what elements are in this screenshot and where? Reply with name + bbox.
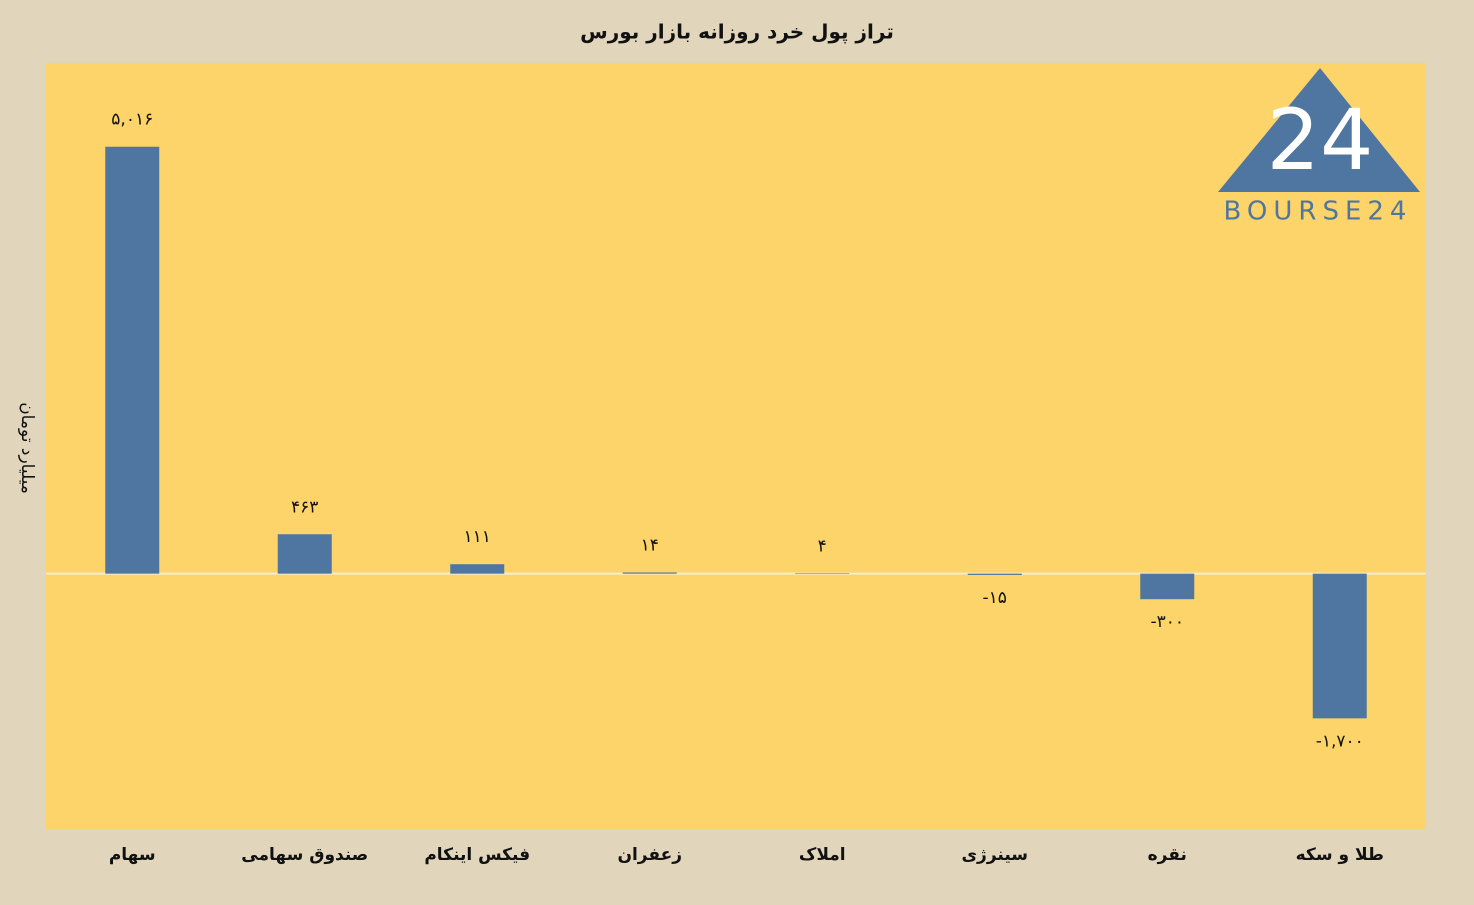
plot-area — [46, 63, 1426, 829]
logo: 24 BOURSE24 — [1218, 68, 1420, 227]
value-label: ۵,۰۱۶ — [111, 110, 153, 130]
bar — [1140, 573, 1195, 600]
bar — [105, 146, 160, 574]
bar — [622, 572, 677, 574]
bar — [967, 573, 1022, 575]
x-tick-label: زعفران — [617, 845, 682, 865]
bar — [795, 573, 850, 574]
value-label: -۱,۷۰۰ — [1316, 731, 1364, 751]
logo-triangle — [1218, 68, 1420, 192]
value-label: ۴ — [818, 536, 827, 556]
x-tick-label: طلا و سکه — [1296, 845, 1384, 865]
value-label: ۱۴ — [641, 535, 659, 555]
logo-text: BOURSE24 — [1224, 197, 1413, 227]
value-label: -۱۵ — [983, 588, 1007, 608]
value-label: ۱۱۱ — [464, 527, 491, 547]
bar — [1312, 573, 1367, 719]
chart-title: تراز پول خرد روزانه بازار بورس — [580, 20, 894, 45]
x-tick-label: صندوق سهامی — [241, 845, 368, 865]
x-tick-label: سهام — [109, 845, 156, 865]
x-tick-label: فیکس اینکام — [424, 845, 530, 865]
bar — [450, 564, 505, 574]
x-tick-label: املاک — [799, 845, 846, 865]
x-tick-label: سینرژی — [961, 845, 1028, 865]
value-label: -۳۰۰ — [1150, 612, 1184, 632]
y-axis-label: میلیارد تومان — [17, 402, 37, 494]
value-label: ۴۶۳ — [291, 497, 318, 517]
logo-mark: 24 — [1267, 91, 1374, 189]
bar — [277, 534, 332, 574]
x-tick-label: نقره — [1148, 845, 1187, 865]
